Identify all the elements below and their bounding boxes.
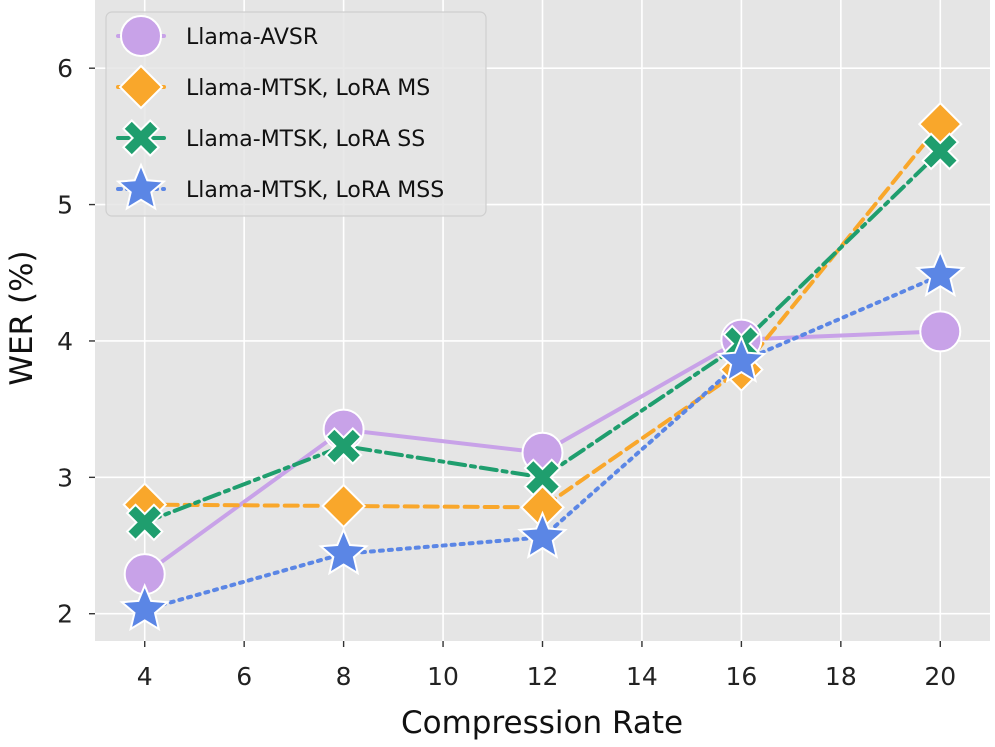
y-tick-label: 6 (57, 54, 73, 83)
x-tick-label: 18 (825, 662, 857, 691)
legend: Llama-AVSR Llama-MTSK, LoRA MS Llama-MTSK,… (105, 11, 487, 217)
y-tick-label: 4 (57, 327, 73, 356)
data-point-2-1 (324, 426, 363, 465)
data-point-2-4 (921, 132, 960, 171)
legend-box (105, 11, 487, 217)
legend-marker (118, 64, 164, 110)
legend-marker (121, 118, 161, 158)
data-point-2-2 (523, 458, 562, 497)
x-tick-label: 16 (725, 662, 757, 691)
legend-marker (120, 15, 162, 57)
x-tick-label: 4 (137, 662, 153, 691)
series-line-1 (142, 122, 943, 510)
x-tick-label: 6 (236, 662, 252, 691)
legend-label: Llama-MTSK, LoRA MS (186, 76, 430, 101)
data-point-1-1 (321, 483, 367, 529)
x-tick-label: 12 (527, 662, 559, 691)
legend-marker (115, 162, 167, 211)
data-point-3-4 (915, 248, 966, 298)
x-tick-label: 10 (427, 662, 459, 691)
legend-label: Llama-AVSR (186, 25, 318, 50)
y-axis-title: WER (%) (4, 250, 40, 385)
x-tick-label: 14 (626, 662, 658, 691)
data-point-3-2 (517, 510, 568, 559)
ticks: 4 6 8 10 12 14 16 18 20 2 3 4 5 6 (57, 54, 956, 691)
legend-label: Llama-MTSK, LoRA SS (186, 127, 425, 152)
y-tick-label: 3 (57, 463, 73, 492)
x-axis-title: Compression Rate (401, 705, 683, 741)
y-tick-label: 2 (57, 600, 73, 629)
y-tick-label: 5 (57, 191, 73, 220)
x-tick-label: 8 (336, 662, 352, 691)
legend-label: Llama-MTSK, LoRA MSS (186, 178, 444, 203)
series-markers (119, 101, 966, 632)
data-point-3-3 (716, 334, 767, 383)
data-point-0-4 (919, 310, 962, 353)
data-point-3-1 (318, 527, 369, 576)
data-point-2-0 (125, 503, 164, 542)
x-tick-label: 20 (924, 662, 956, 691)
data-point-3-0 (119, 582, 170, 632)
